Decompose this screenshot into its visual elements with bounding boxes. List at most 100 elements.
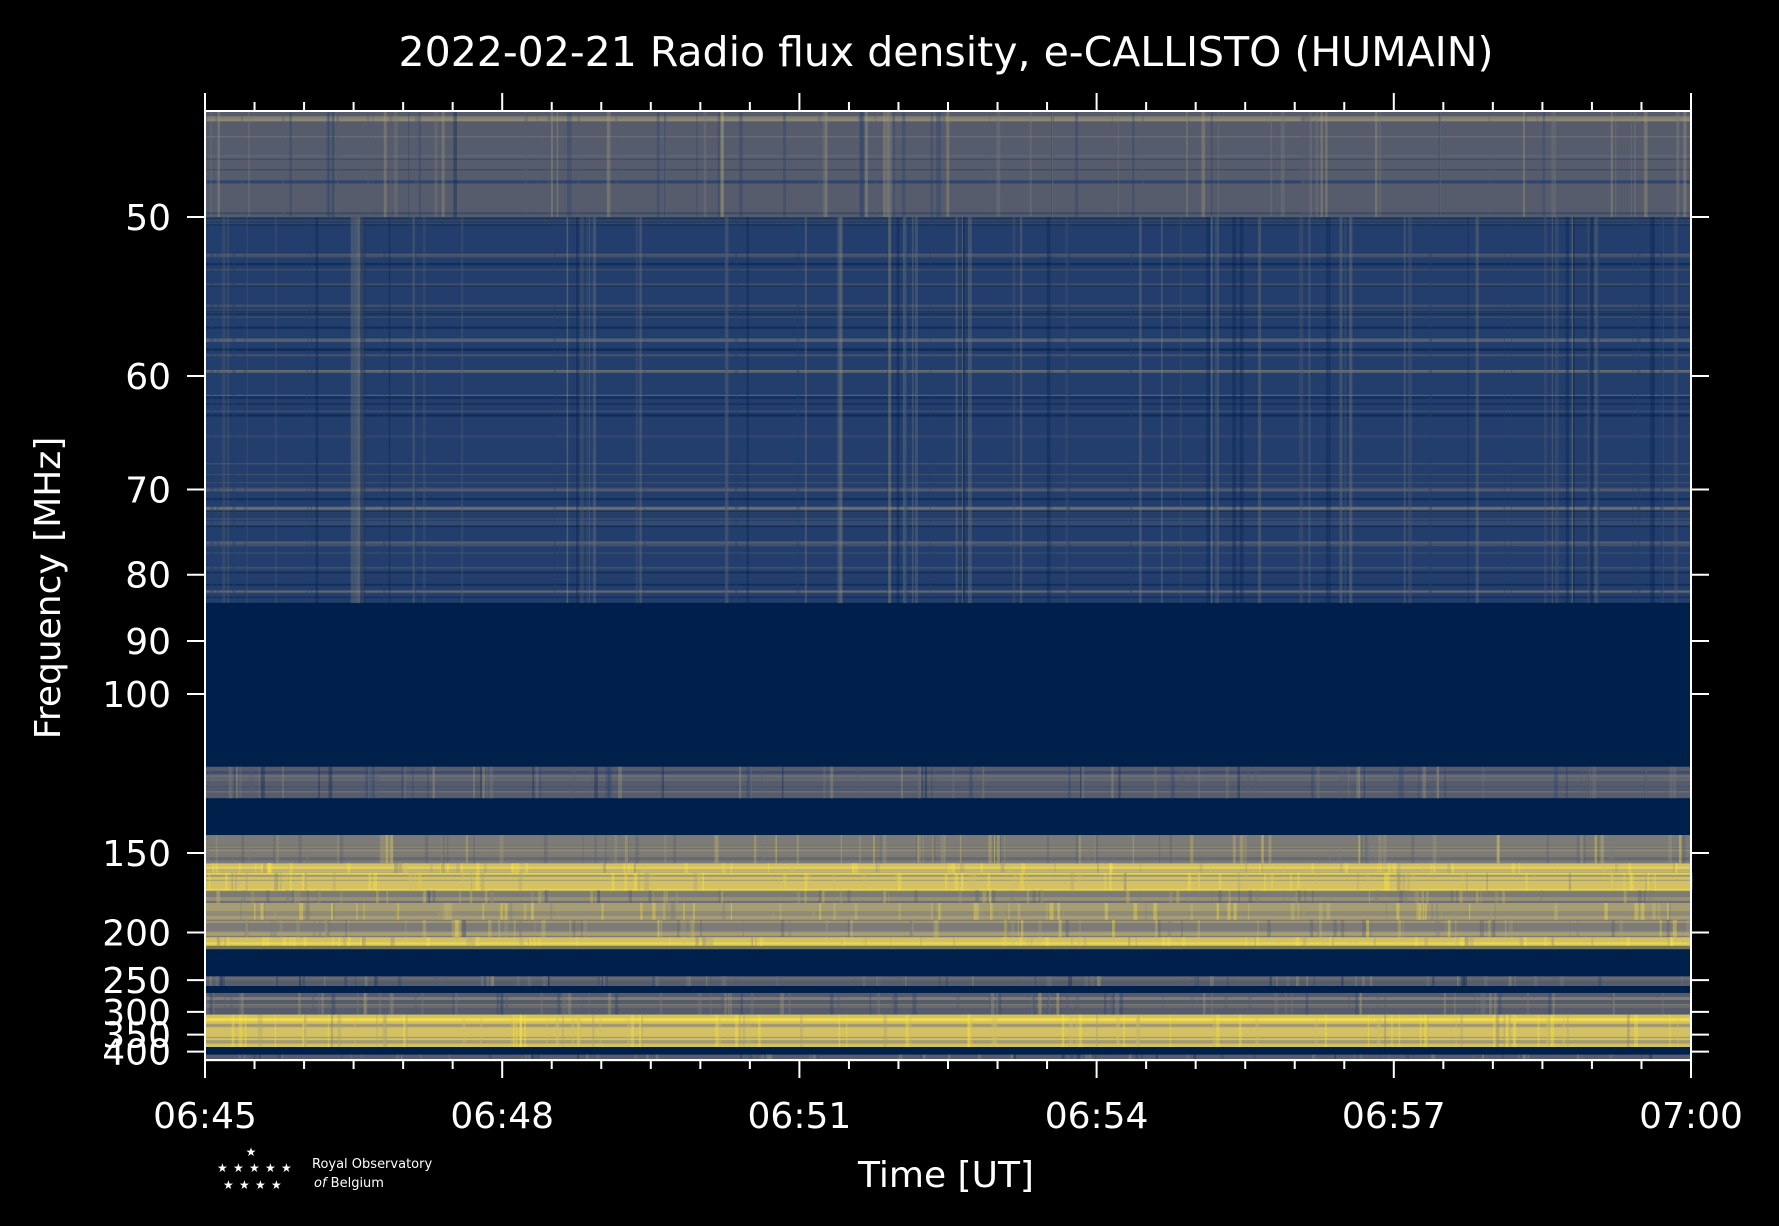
texture-streak bbox=[1104, 992, 1107, 1015]
texture-streak bbox=[229, 766, 233, 799]
texture-streak bbox=[1426, 976, 1430, 987]
texture-streak bbox=[515, 863, 520, 873]
texture-streak bbox=[1594, 216, 1599, 604]
texture-streak bbox=[1517, 976, 1519, 987]
texture-streak bbox=[467, 937, 471, 946]
texture-streak bbox=[451, 835, 454, 864]
texture-streak bbox=[941, 111, 946, 217]
texture-streak bbox=[345, 919, 347, 938]
texture-stripe bbox=[205, 1018, 1691, 1022]
texture-streak bbox=[378, 992, 382, 1015]
texture-streak bbox=[448, 902, 453, 920]
texture-streak bbox=[304, 1014, 307, 1048]
svg-text:★: ★ bbox=[281, 1161, 292, 1175]
texture-streak bbox=[1097, 976, 1100, 987]
texture-streak bbox=[1341, 766, 1345, 799]
texture-streak bbox=[1402, 872, 1406, 891]
texture-streak bbox=[1514, 976, 1517, 987]
texture-streak bbox=[969, 872, 973, 891]
texture-streak bbox=[489, 766, 494, 799]
texture-streak bbox=[568, 919, 572, 938]
texture-streak bbox=[1007, 863, 1011, 873]
texture-streak bbox=[321, 992, 324, 1015]
texture-streak bbox=[577, 1014, 581, 1048]
texture-streak bbox=[1190, 766, 1194, 799]
texture-streak bbox=[1088, 1054, 1092, 1060]
texture-streak bbox=[1552, 992, 1555, 1015]
texture-streak bbox=[1390, 863, 1392, 873]
texture-streak bbox=[1339, 216, 1342, 604]
texture-streak bbox=[660, 766, 663, 799]
texture-streak bbox=[1480, 890, 1482, 903]
texture-streak bbox=[1612, 872, 1615, 891]
texture-streak bbox=[876, 976, 878, 987]
texture-streak bbox=[624, 835, 629, 864]
texture-streak bbox=[905, 976, 907, 987]
texture-streak bbox=[1684, 1054, 1686, 1060]
texture-streak bbox=[657, 919, 660, 938]
texture-streak bbox=[1135, 1054, 1137, 1060]
texture-streak bbox=[1004, 835, 1006, 864]
texture-streak bbox=[1097, 976, 1102, 987]
texture-streak bbox=[1291, 992, 1293, 1015]
texture-streak bbox=[615, 992, 619, 1015]
texture-streak bbox=[875, 835, 877, 864]
texture-streak bbox=[1078, 1014, 1083, 1048]
texture-stripe bbox=[205, 252, 1691, 254]
spectrogram-band bbox=[205, 603, 1691, 767]
texture-stripe bbox=[205, 403, 1691, 405]
texture-stripe bbox=[205, 541, 1691, 544]
texture-streak bbox=[1169, 890, 1173, 903]
texture-streak bbox=[1467, 216, 1469, 604]
texture-streak bbox=[1068, 976, 1073, 987]
texture-streak bbox=[455, 992, 458, 1015]
texture-streak bbox=[1001, 902, 1005, 920]
texture-streak bbox=[1360, 1054, 1363, 1060]
royal-observatory-logo: ★ ★ ★ ★ ★ ★ ★ ★ ★ ★ Royal Observatory of… bbox=[217, 1145, 432, 1192]
texture-streak bbox=[969, 766, 973, 799]
texture-streak bbox=[1366, 872, 1370, 891]
texture-streak bbox=[488, 919, 492, 938]
texture-streak bbox=[1319, 919, 1322, 938]
texture-streak bbox=[996, 992, 1000, 1015]
texture-streak bbox=[1476, 992, 1478, 1015]
texture-streak bbox=[1437, 835, 1440, 864]
texture-streak bbox=[1634, 1014, 1638, 1048]
texture-streak bbox=[1363, 766, 1365, 799]
texture-streak bbox=[1424, 937, 1429, 946]
texture-streak bbox=[1296, 976, 1299, 987]
texture-streak bbox=[215, 863, 219, 873]
texture-streak bbox=[1439, 111, 1441, 217]
texture-streak bbox=[783, 111, 787, 217]
texture-streak bbox=[972, 976, 974, 987]
texture-streak bbox=[789, 863, 794, 873]
texture-stripe bbox=[205, 218, 1691, 221]
texture-streak bbox=[337, 937, 341, 946]
texture-streak bbox=[1057, 902, 1061, 920]
texture-streak bbox=[840, 937, 844, 946]
texture-stripe bbox=[205, 596, 1691, 598]
texture-streak bbox=[1492, 919, 1496, 938]
texture-streak bbox=[781, 766, 784, 799]
texture-streak bbox=[717, 111, 721, 217]
texture-streak bbox=[1384, 992, 1387, 1015]
texture-streak bbox=[779, 902, 782, 920]
texture-streak bbox=[405, 863, 408, 873]
texture-streak bbox=[838, 1014, 841, 1048]
texture-streak bbox=[1480, 992, 1484, 1015]
texture-streak bbox=[1276, 976, 1278, 987]
texture-streak bbox=[1686, 919, 1691, 938]
texture-streak bbox=[1040, 976, 1042, 987]
texture-streak bbox=[511, 1014, 513, 1048]
texture-streak bbox=[263, 902, 265, 920]
texture-streak bbox=[1554, 902, 1559, 920]
texture-streak bbox=[912, 919, 915, 938]
texture-streak bbox=[1486, 872, 1488, 891]
texture-streak bbox=[869, 992, 872, 1015]
texture-streak bbox=[1255, 890, 1260, 903]
texture-streak bbox=[738, 1014, 741, 1048]
texture-streak bbox=[1673, 216, 1678, 604]
texture-streak bbox=[1058, 919, 1063, 938]
texture-streak bbox=[1084, 976, 1088, 987]
texture-streak bbox=[318, 992, 320, 1015]
